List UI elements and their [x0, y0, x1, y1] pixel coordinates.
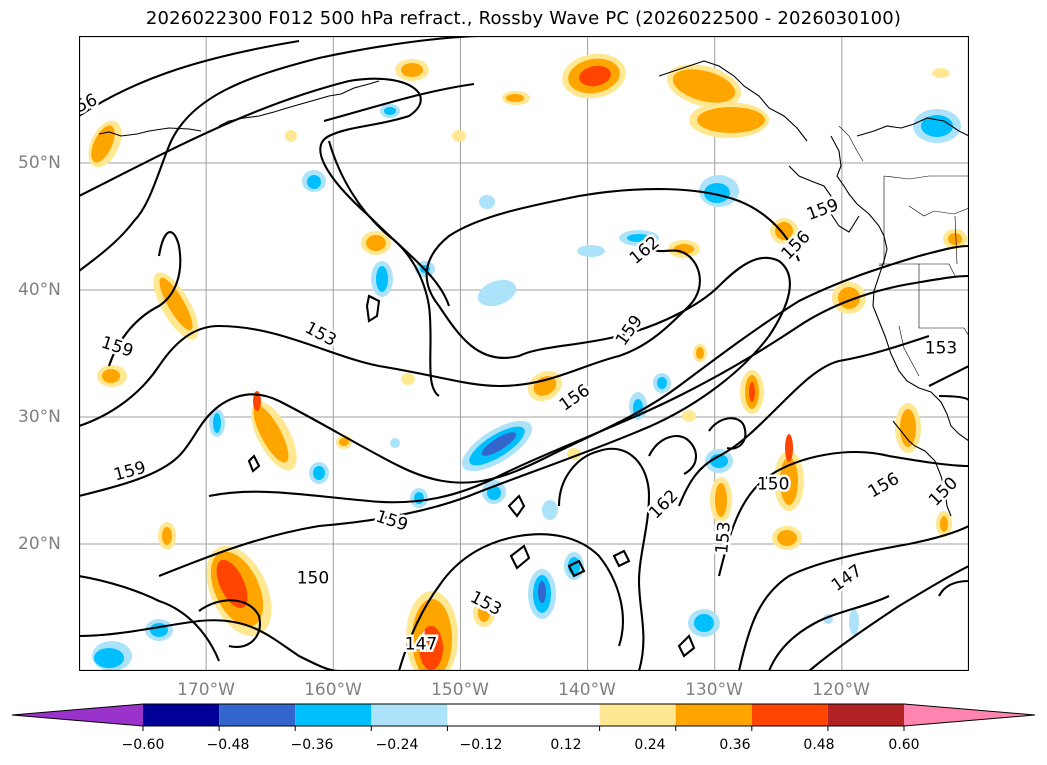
- lon-label-140w: 140°W: [558, 680, 616, 700]
- colorbar-tick-label: −0.48: [206, 737, 250, 753]
- contour-label: 156: [865, 469, 903, 503]
- contour-label: 153: [712, 521, 735, 555]
- contour-label: 159: [112, 458, 149, 486]
- contour-label: 150: [297, 568, 329, 588]
- contour-label: 147: [405, 634, 437, 654]
- lon-label-150w: 150°W: [431, 680, 489, 700]
- colorbar-bin: [143, 704, 220, 726]
- lat-label-50n: 50°N: [18, 153, 61, 173]
- lat-label-40n: 40°N: [18, 280, 61, 300]
- contour-label: 159: [373, 507, 410, 536]
- colorbar-tick-label: 0.36: [719, 737, 751, 753]
- contour-label: 159: [612, 312, 647, 350]
- contour-label: 150: [925, 473, 962, 510]
- colorbar-tick-label: −0.24: [375, 737, 419, 753]
- lon-label-120w: 120°W: [812, 680, 870, 700]
- contour-label: 150: [757, 474, 789, 494]
- lon-label-160w: 160°W: [304, 680, 362, 700]
- shaded-anomalies: [88, 53, 967, 671]
- contour-label: 153: [925, 338, 957, 358]
- contour-label: 159: [99, 333, 136, 362]
- colorbar-extend-low: [12, 704, 143, 726]
- lat-label-30n: 30°N: [18, 407, 61, 427]
- contour-label: 162: [645, 486, 682, 523]
- map-panel: 156 159 153 159 159 150 147 153 156 159 162 162 153 1…: [79, 36, 969, 671]
- colorbar-tick-label: −0.60: [121, 737, 165, 753]
- colorbar-bin: [219, 704, 296, 726]
- map-border: [79, 36, 969, 671]
- height-contours: [79, 36, 969, 671]
- colorbar-bin: [751, 704, 828, 726]
- lon-label-170w: 170°W: [177, 680, 235, 700]
- colorbar-bin: [447, 704, 600, 726]
- contour-label: 156: [79, 90, 100, 122]
- colorbar-tick-label: 0.12: [550, 737, 582, 753]
- colorbar-bin: [295, 704, 372, 726]
- colorbar-bin: [675, 704, 752, 726]
- colorbar-tick-label: −0.12: [459, 737, 503, 753]
- figure-title: 2026022300 F012 500 hPa refract., Rossby…: [145, 8, 902, 29]
- lon-label-130w: 130°W: [685, 680, 743, 700]
- contour-label: 153: [302, 318, 340, 351]
- coastlines: [98, 60, 969, 517]
- colorbar-tick-label: −0.36: [290, 737, 334, 753]
- colorbar-bin: [371, 704, 448, 726]
- lat-label-20n: 20°N: [18, 534, 61, 554]
- contour-label: 147: [828, 561, 866, 596]
- colorbar: [11, 703, 1036, 731]
- colorbar-tick-label: 0.60: [888, 737, 920, 753]
- colorbar-tick-label: 0.48: [803, 737, 835, 753]
- colorbar-bin: [827, 704, 904, 726]
- colorbar-extend-high: [904, 704, 1035, 726]
- colorbar-bin: [599, 704, 676, 726]
- colorbar-tick-label: 0.24: [634, 737, 666, 753]
